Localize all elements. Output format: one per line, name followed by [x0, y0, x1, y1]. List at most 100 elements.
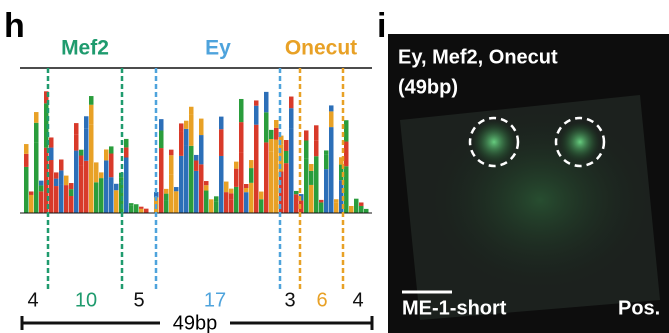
logo-letter	[224, 182, 229, 193]
logo-letter	[329, 105, 334, 111]
logo-letter	[159, 130, 164, 148]
panel-label: i	[377, 7, 386, 45]
logo-letter	[59, 159, 64, 170]
logo-letter	[109, 146, 114, 153]
logo-letter	[179, 123, 184, 131]
logo-letter	[199, 135, 204, 164]
logo-letter	[189, 115, 194, 146]
logo-letter	[64, 176, 69, 186]
logo-letter	[144, 209, 149, 213]
logo-letter	[124, 139, 129, 147]
logo-letter	[234, 162, 239, 169]
logo-letter	[219, 129, 224, 156]
logo-letter	[99, 172, 104, 178]
logo-letter	[244, 192, 249, 213]
logo-letter	[314, 141, 319, 156]
logo-letter	[309, 164, 314, 171]
logo-letter	[184, 121, 189, 129]
result-label: Pos.	[618, 297, 660, 319]
logo-letter	[364, 209, 369, 213]
logo-letter	[324, 169, 329, 213]
logo-letter	[204, 181, 209, 185]
logo-letter	[89, 105, 94, 125]
logo-letter	[254, 106, 259, 125]
image-subtitle: (49bp)	[398, 76, 458, 98]
logo-letter	[304, 141, 309, 159]
logo-letter	[354, 199, 359, 213]
logo-letter	[199, 164, 204, 213]
logo-letter	[249, 168, 254, 183]
logo-letter	[314, 156, 319, 213]
logo-letter	[294, 191, 299, 194]
logo-letter	[179, 131, 184, 156]
logo-letter	[344, 142, 349, 167]
logo-letter	[29, 195, 34, 213]
logo-letter	[69, 183, 74, 189]
segment-length: 4	[352, 289, 363, 311]
segment-length: 6	[316, 289, 327, 311]
logo-letter	[49, 160, 54, 213]
logo-letter	[274, 120, 279, 128]
logo-letter	[349, 206, 354, 213]
logo-letter	[24, 154, 29, 167]
logo-letter	[189, 107, 194, 115]
logo-letter	[104, 180, 109, 213]
logo-letter	[304, 158, 309, 213]
logo-letter	[174, 191, 179, 213]
logo-letter	[94, 170, 99, 182]
logo-letter	[304, 130, 309, 140]
logo-letter	[229, 193, 234, 199]
logo-letter	[104, 160, 109, 179]
logo-letter	[34, 143, 39, 213]
logo-letter	[64, 185, 69, 213]
segment-length: 5	[133, 289, 144, 311]
motif-name: Mef2	[61, 37, 109, 60]
logo-letter	[59, 185, 64, 213]
logo-letter	[89, 96, 94, 105]
logo-letter	[79, 150, 84, 156]
logo-letter	[184, 145, 189, 213]
logo-letter	[129, 206, 134, 213]
logo-letter	[124, 157, 129, 213]
logo-letter	[229, 189, 234, 194]
logo-letter	[239, 152, 244, 213]
logo-letter	[24, 167, 29, 213]
logo-letter	[39, 181, 44, 186]
signal	[560, 122, 600, 162]
logo-letter	[194, 155, 199, 161]
logo-letter	[329, 127, 334, 213]
logo-letter	[89, 124, 94, 213]
logo-letter	[334, 199, 339, 203]
logo-letter	[54, 186, 59, 213]
logo-letter	[284, 140, 289, 151]
logo-letter	[69, 196, 74, 213]
logo-letter	[199, 119, 204, 135]
logo-letter	[204, 191, 209, 213]
logo-letter	[169, 155, 174, 174]
logo-letter	[359, 202, 364, 205]
logo-letter	[344, 166, 349, 213]
construct-label: ME-1-short	[402, 297, 507, 319]
logo-letter	[319, 200, 324, 203]
motif-name: Onecut	[285, 37, 357, 60]
logo-letter	[244, 188, 249, 192]
logo-letter	[214, 201, 219, 213]
logo-letter	[194, 161, 199, 171]
tissue-signal	[430, 110, 650, 290]
logo-letter	[159, 119, 164, 130]
panel-label: h	[4, 7, 25, 45]
sequence-logo	[24, 91, 369, 213]
logo-letter	[324, 150, 329, 154]
logo-letter	[209, 199, 214, 213]
logo-letter	[359, 206, 364, 213]
logo-letter	[174, 187, 179, 191]
logo-letter	[264, 142, 269, 213]
logo-letter	[129, 203, 134, 205]
logo-letter	[39, 185, 44, 191]
logo-letter	[334, 203, 339, 213]
logo-letter	[274, 140, 279, 213]
logo-letter	[54, 172, 59, 178]
logo-letter	[179, 156, 184, 213]
logo-letter	[239, 99, 244, 122]
logo-letter	[54, 179, 59, 186]
